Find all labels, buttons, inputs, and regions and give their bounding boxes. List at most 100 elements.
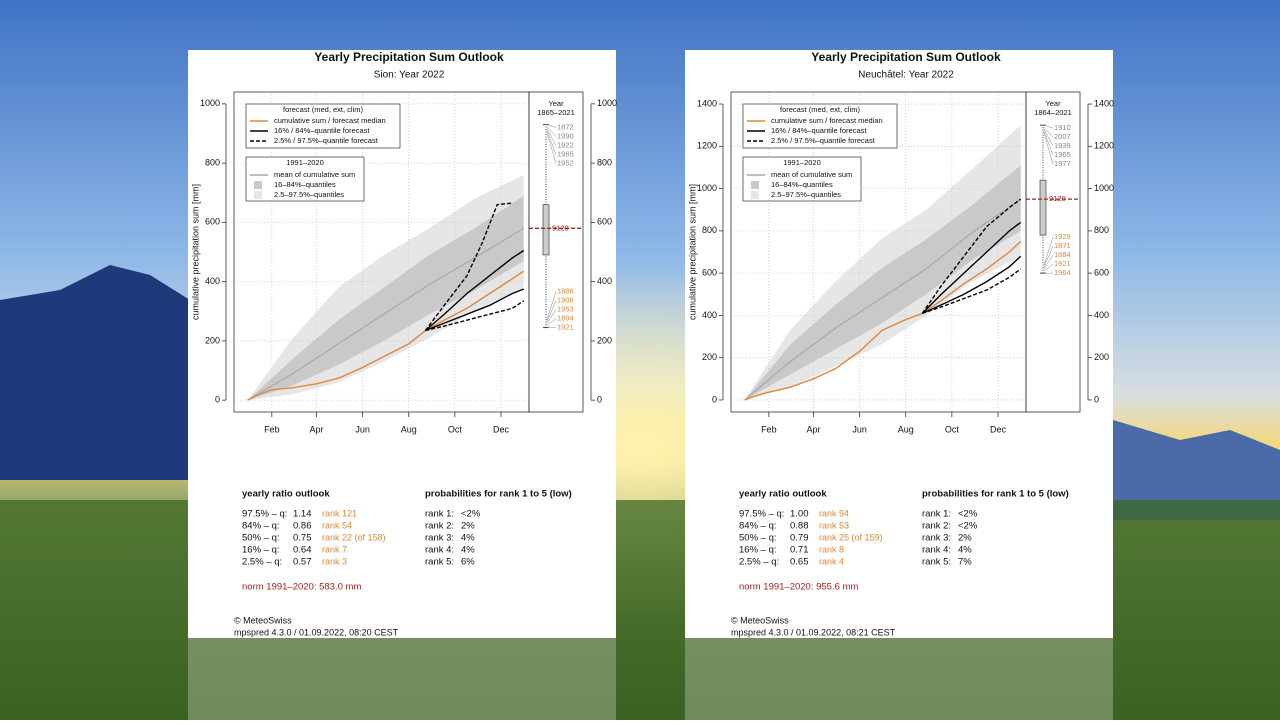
box-frame bbox=[528, 91, 584, 413]
y2-tick-label: 1200 bbox=[1094, 141, 1114, 151]
legend-label: 16% / 84%–quantile forecast bbox=[771, 126, 867, 135]
chart-title: Yearly Precipitation Sum Outlook bbox=[811, 50, 1001, 64]
ratio-label: 50% – q: bbox=[242, 533, 280, 544]
y2-tick-label: 200 bbox=[597, 335, 612, 345]
y2-tick-label: 800 bbox=[1094, 225, 1109, 235]
ratio-rank: rank 8 bbox=[819, 544, 844, 554]
mountain bbox=[0, 265, 190, 480]
x-tick-label: Jun bbox=[852, 424, 867, 434]
leader-line bbox=[546, 128, 557, 146]
legend-label: cumulative sum / forecast median bbox=[771, 116, 883, 125]
y-tick-label: 600 bbox=[702, 268, 717, 278]
box-label: 9120 bbox=[1049, 194, 1066, 203]
box bbox=[1039, 179, 1047, 236]
line bbox=[424, 202, 513, 331]
reflection bbox=[685, 638, 1113, 720]
rank-year: 1953 bbox=[557, 305, 574, 314]
ratio-label: 2.5% – q: bbox=[739, 557, 779, 568]
leader-line bbox=[1043, 263, 1054, 272]
legend-label: 2.5–97.5%–quantiles bbox=[771, 190, 841, 199]
copyright: © MeteoSwiss bbox=[234, 615, 292, 625]
ratio-label: 50% – q: bbox=[739, 533, 777, 544]
prob-label: rank 4: bbox=[425, 545, 454, 556]
leader-line bbox=[546, 309, 557, 324]
rank-year: 2007 bbox=[1054, 132, 1071, 141]
prob-value: 4% bbox=[958, 545, 972, 556]
ratio-rank: rank 121 bbox=[322, 508, 357, 518]
prob-value: 2% bbox=[461, 521, 475, 532]
legend-box bbox=[245, 103, 401, 149]
line bbox=[425, 288, 524, 332]
leader-line bbox=[1043, 124, 1054, 129]
legend-title: forecast (med, ext, clim) bbox=[780, 105, 861, 114]
ratio-title: yearly ratio outlook bbox=[739, 489, 827, 500]
leader-line bbox=[1043, 131, 1054, 156]
line bbox=[247, 227, 525, 401]
ratio-title: yearly ratio outlook bbox=[242, 489, 330, 500]
ratio-label: 84% – q: bbox=[242, 521, 280, 532]
rank-year: 1886 bbox=[557, 287, 574, 296]
ratio-value: 0.57 bbox=[293, 557, 312, 568]
x-tick-label: Feb bbox=[264, 424, 280, 434]
prob-value: 4% bbox=[461, 533, 475, 544]
prob-value: 7% bbox=[958, 557, 972, 568]
rank-year: 1964 bbox=[1054, 268, 1071, 277]
chart-panel: Yearly Precipitation Sum Outlook Neuchâte… bbox=[685, 50, 1114, 638]
box-label: 9120 bbox=[552, 223, 569, 232]
x-tick-label: Apr bbox=[309, 424, 323, 434]
line bbox=[425, 300, 525, 332]
norm: norm 1991–2020: 583.0 mm bbox=[242, 582, 361, 593]
prob-label: rank 1: bbox=[425, 509, 454, 520]
line bbox=[922, 255, 1022, 314]
x-tick-label: Dec bbox=[493, 424, 510, 434]
chart-subtitle: Neuchâtel: Year 2022 bbox=[858, 70, 954, 81]
rank-year: 1921 bbox=[557, 323, 574, 332]
leader-line bbox=[546, 318, 557, 326]
y2-tick-label: 1000 bbox=[1094, 183, 1114, 193]
legend-label: 2.5% / 97.5%–quantile forecast bbox=[274, 136, 379, 145]
y-tick-label: 200 bbox=[205, 335, 220, 345]
legend-swatch bbox=[751, 191, 759, 199]
ratio-value: 0.86 bbox=[293, 521, 312, 532]
y-tick-label: 0 bbox=[215, 395, 220, 405]
x-tick-label: Apr bbox=[806, 424, 820, 434]
y2-tick-label: 600 bbox=[1094, 268, 1109, 278]
y-tick-label: 0 bbox=[712, 394, 717, 404]
line bbox=[247, 329, 426, 401]
x-tick-label: Aug bbox=[401, 424, 417, 434]
ratio-rank: rank 3 bbox=[322, 556, 347, 566]
leader-line bbox=[546, 126, 557, 137]
prob-label: rank 4: bbox=[922, 545, 951, 556]
x-tick-label: Oct bbox=[448, 424, 463, 434]
y2-tick-label: 400 bbox=[597, 276, 612, 286]
legend-swatch bbox=[254, 181, 262, 189]
y-tick-label: 600 bbox=[205, 217, 220, 227]
y2-tick-label: 600 bbox=[597, 217, 612, 227]
ratio-label: 84% – q: bbox=[739, 521, 777, 532]
leader-line bbox=[1043, 237, 1054, 266]
ratio-rank: rank 25 (of 159) bbox=[819, 532, 883, 542]
line bbox=[425, 270, 525, 332]
rank-year: 1965 bbox=[1054, 150, 1071, 159]
rank-year: 1939 bbox=[1054, 141, 1071, 150]
quantile-band bbox=[247, 195, 524, 401]
rank-year: 1906 bbox=[557, 296, 574, 305]
norm: norm 1991–2020: 955.6 mm bbox=[739, 582, 858, 593]
leader-line bbox=[1043, 255, 1054, 270]
legend-title: 1991–2020 bbox=[783, 158, 821, 167]
ratio-value: 1.00 bbox=[790, 509, 809, 520]
leader-line bbox=[1043, 127, 1054, 138]
box-frame bbox=[1025, 91, 1081, 413]
ratio-label: 97.5% – q: bbox=[242, 509, 287, 520]
legend-title: 1991–2020 bbox=[286, 158, 324, 167]
line bbox=[922, 268, 1022, 314]
ratio-value: 0.79 bbox=[790, 533, 809, 544]
prob-value: <2% bbox=[461, 509, 481, 520]
ratio-rank: rank 54 bbox=[322, 520, 352, 530]
legend-label: cumulative sum / forecast median bbox=[274, 116, 386, 125]
reflection bbox=[188, 638, 616, 720]
y-tick-label: 1400 bbox=[697, 98, 717, 108]
box-header: 1865–2021 bbox=[537, 108, 575, 117]
